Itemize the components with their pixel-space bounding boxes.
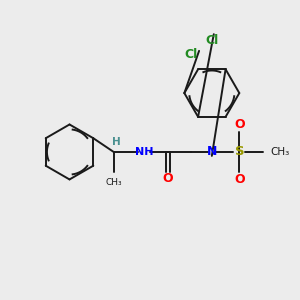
Text: O: O [162,172,173,185]
Text: CH₃: CH₃ [271,147,290,157]
Text: H: H [112,137,121,147]
Text: Cl: Cl [205,34,218,46]
Text: O: O [234,173,244,186]
Text: N: N [207,146,217,158]
Text: Cl: Cl [184,48,198,61]
Text: NH: NH [135,147,153,157]
Text: O: O [234,118,244,131]
Text: CH₃: CH₃ [105,178,122,188]
Text: S: S [235,146,244,158]
